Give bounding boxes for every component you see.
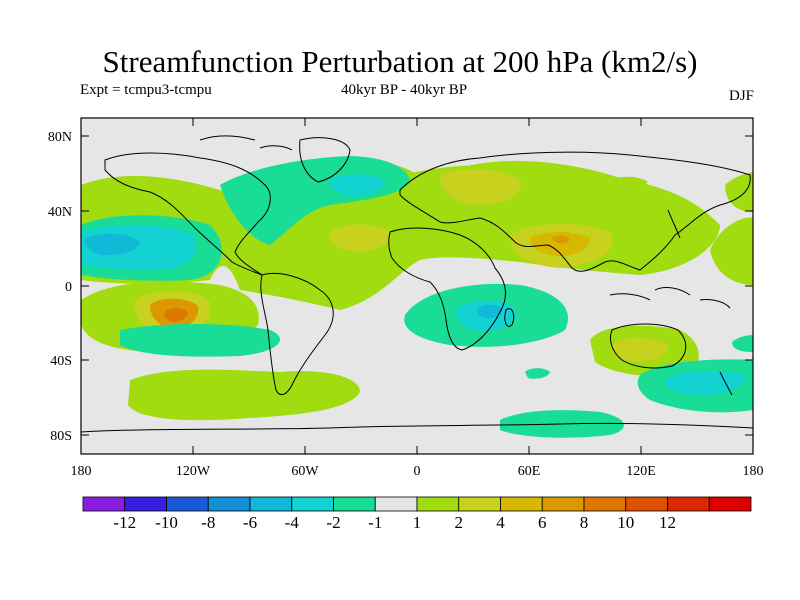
- colorbar-swatch: [249, 496, 293, 512]
- colorbar-swatch: [583, 496, 627, 512]
- field-small-low-1: [525, 368, 550, 379]
- colorbar-swatch: [291, 496, 334, 512]
- colorbar-swatch: [500, 496, 543, 512]
- x-tick-label: 180: [743, 464, 764, 479]
- colorbar-label: 12: [659, 513, 676, 532]
- y-tick-label: 80N: [48, 130, 72, 145]
- field-eurasia-high: [440, 168, 521, 205]
- y-tick-label: 0: [65, 280, 72, 295]
- field-east-pacific: [710, 217, 753, 285]
- field-sw-africa: [610, 176, 648, 188]
- field-south-atlantic-center: [477, 304, 503, 319]
- colorbar-labels: -12 -10 -8 -6 -4 -2 -1 1 2 4 6 8 10 12: [113, 513, 676, 532]
- field-southern-pacific-low: [120, 324, 280, 357]
- colorbar-swatch: [625, 496, 668, 512]
- coastlines: [81, 135, 753, 433]
- colorbar-swatch: [124, 496, 167, 512]
- y-tick-label: 40N: [48, 205, 72, 220]
- colorbar: [82, 496, 752, 512]
- field-atlantic-high: [329, 224, 391, 252]
- colorbar-swatch: [166, 496, 209, 512]
- colorbar-label: -12: [113, 513, 136, 532]
- experiment-label: Expt = tcmpu3-tcmpu: [80, 82, 212, 98]
- x-tick-label: 60E: [518, 464, 541, 479]
- x-tick-label: 60W: [291, 464, 319, 479]
- colorbar-label: 1: [413, 513, 422, 532]
- colorbar-label: -1: [368, 513, 382, 532]
- colorbar-swatch: [416, 496, 460, 512]
- colorbar-label: 2: [455, 513, 464, 532]
- colorbar-label: -6: [243, 513, 257, 532]
- x-tick-label: 180: [71, 464, 92, 479]
- colorbar-label: -8: [201, 513, 215, 532]
- colorbar-label: 10: [617, 513, 634, 532]
- chart-title: Streamfunction Perturbation at 200 hPa (…: [102, 44, 698, 79]
- colorbar-swatch: [374, 496, 418, 512]
- colorbar-swatch: [541, 496, 585, 512]
- colorbar-label: -10: [155, 513, 178, 532]
- tick-marks: [80, 118, 754, 454]
- colorbar-swatch: [708, 496, 752, 512]
- x-tick-label: 0: [414, 464, 421, 479]
- colorbar-label: 8: [580, 513, 589, 532]
- field-asia-high-inner: [530, 232, 590, 256]
- x-tick-label: 120E: [626, 464, 656, 479]
- x-tick-label: 120W: [176, 464, 211, 479]
- field-central-pacific-center: [84, 233, 140, 256]
- colorbar-swatch: [82, 496, 126, 512]
- field-australia-high: [611, 337, 669, 362]
- colorbar-label: 4: [496, 513, 505, 532]
- colorbar-label: 6: [538, 513, 547, 532]
- colorbar-swatch: [333, 496, 376, 512]
- field-small-low-2: [732, 335, 753, 352]
- field-se-indian-core: [664, 370, 746, 395]
- field-north-atlantic-core: [329, 174, 385, 197]
- season-label: DJF: [728, 88, 754, 104]
- period-label: 40kyr BP - 40kyr BP: [341, 82, 468, 98]
- y-tick-label: 80S: [50, 429, 72, 444]
- colorbar-label: -4: [285, 513, 300, 532]
- colorbar-swatch: [207, 496, 251, 512]
- field-south-pacific-high-3: [164, 307, 188, 323]
- y-tick-label: 40S: [50, 354, 72, 369]
- colorbar-swatch: [667, 496, 710, 512]
- field-southern-band: [128, 369, 360, 421]
- field-asia-high-core: [552, 235, 570, 244]
- colorbar-label: -2: [326, 513, 340, 532]
- field-east-siberia: [725, 172, 753, 212]
- colorbar-swatch: [458, 496, 501, 512]
